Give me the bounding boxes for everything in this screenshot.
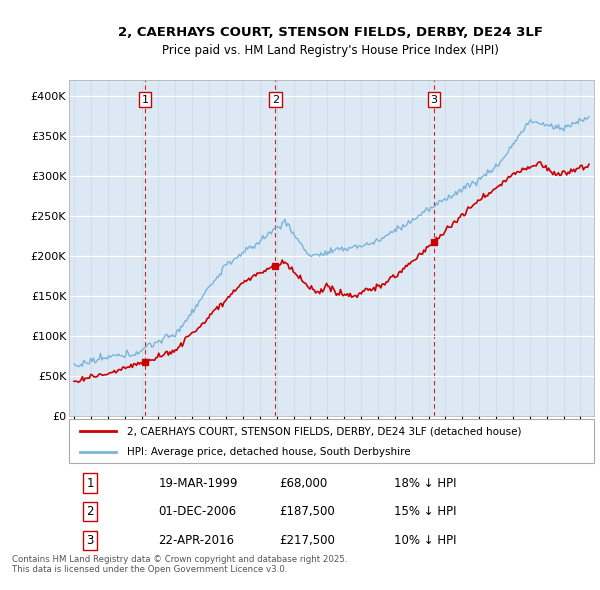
Text: 2, CAERHAYS COURT, STENSON FIELDS, DERBY, DE24 3LF (detached house): 2, CAERHAYS COURT, STENSON FIELDS, DERBY… bbox=[127, 427, 521, 436]
Text: £187,500: £187,500 bbox=[279, 505, 335, 518]
Text: 22-APR-2016: 22-APR-2016 bbox=[158, 534, 234, 547]
Text: 2, CAERHAYS COURT, STENSON FIELDS, DERBY, DE24 3LF: 2, CAERHAYS COURT, STENSON FIELDS, DERBY… bbox=[118, 26, 542, 39]
Text: HPI: Average price, detached house, South Derbyshire: HPI: Average price, detached house, Sout… bbox=[127, 447, 410, 457]
Text: 3: 3 bbox=[86, 534, 94, 547]
FancyBboxPatch shape bbox=[69, 419, 594, 463]
Text: 1: 1 bbox=[86, 477, 94, 490]
Text: 3: 3 bbox=[430, 94, 437, 104]
Text: 18% ↓ HPI: 18% ↓ HPI bbox=[395, 477, 457, 490]
Text: £217,500: £217,500 bbox=[279, 534, 335, 547]
Text: 2: 2 bbox=[86, 505, 94, 518]
Text: 10% ↓ HPI: 10% ↓ HPI bbox=[395, 534, 457, 547]
Text: 2: 2 bbox=[272, 94, 279, 104]
Text: 1: 1 bbox=[142, 94, 149, 104]
Text: £68,000: £68,000 bbox=[279, 477, 327, 490]
Text: Contains HM Land Registry data © Crown copyright and database right 2025.
This d: Contains HM Land Registry data © Crown c… bbox=[12, 555, 347, 574]
Text: Price paid vs. HM Land Registry's House Price Index (HPI): Price paid vs. HM Land Registry's House … bbox=[161, 44, 499, 57]
Text: 01-DEC-2006: 01-DEC-2006 bbox=[158, 505, 236, 518]
Text: 19-MAR-1999: 19-MAR-1999 bbox=[158, 477, 238, 490]
Text: 15% ↓ HPI: 15% ↓ HPI bbox=[395, 505, 457, 518]
